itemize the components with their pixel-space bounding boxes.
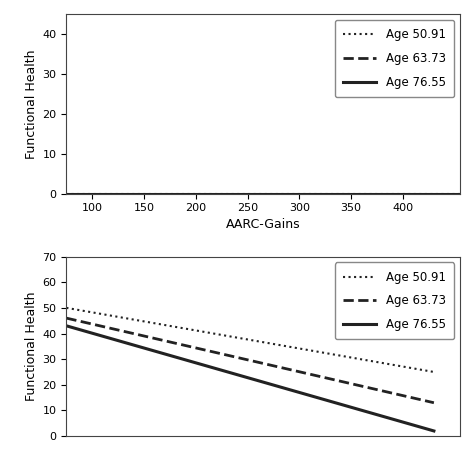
- Legend: Age 50.91, Age 63.73, Age 76.55: Age 50.91, Age 63.73, Age 76.55: [335, 263, 454, 339]
- X-axis label: AARC-Gains: AARC-Gains: [226, 218, 301, 231]
- Legend: Age 50.91, Age 63.73, Age 76.55: Age 50.91, Age 63.73, Age 76.55: [335, 20, 454, 97]
- Y-axis label: Functional Health: Functional Health: [25, 49, 38, 159]
- Y-axis label: Functional Health: Functional Health: [25, 292, 38, 401]
